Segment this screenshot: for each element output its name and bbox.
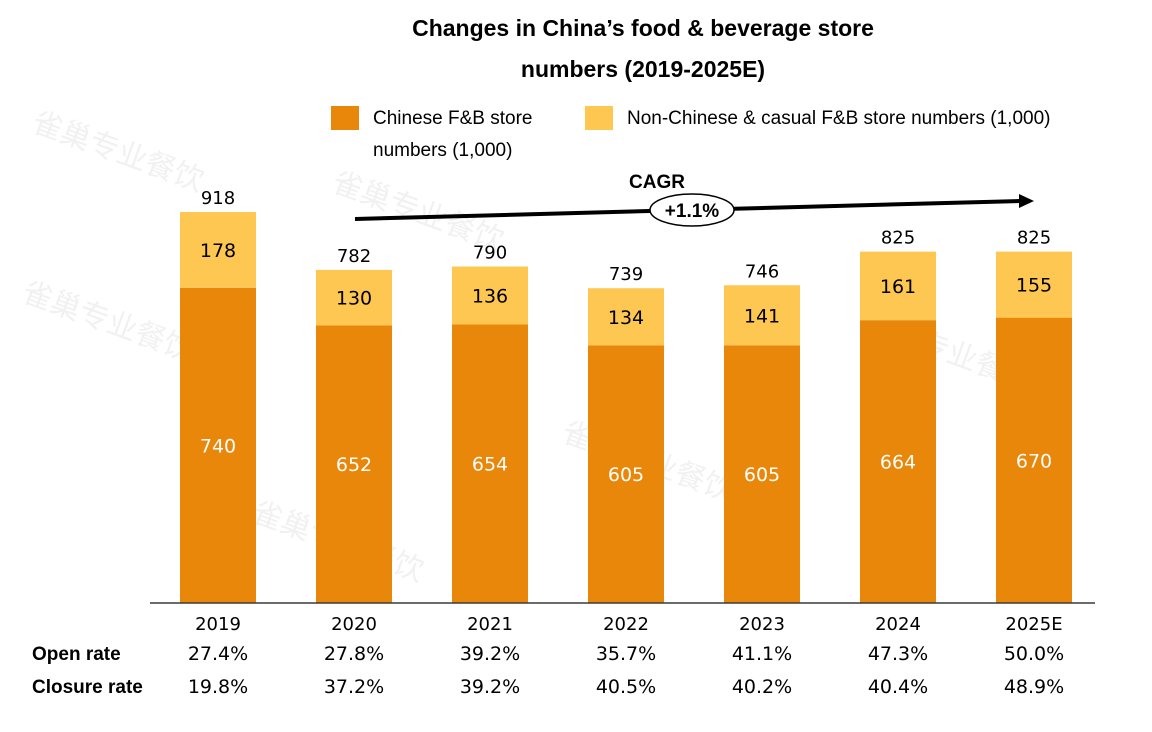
data-label-chinese: 652 xyxy=(336,454,372,476)
bar-chinese-2020 xyxy=(316,325,392,603)
x-tick-label: 2025E xyxy=(1005,614,1062,635)
rate-value: 50.0% xyxy=(1004,643,1064,665)
bar-non-chinese-2023 xyxy=(724,285,800,346)
rate-value: 40.5% xyxy=(596,676,656,698)
bar-non-chinese-2021 xyxy=(452,266,528,325)
data-label-chinese: 664 xyxy=(880,452,916,474)
x-tick-label: 2022 xyxy=(603,614,649,635)
x-tick-label: 2019 xyxy=(195,614,241,635)
rate-value: 48.9% xyxy=(1004,676,1064,698)
cagr-label: CAGR xyxy=(629,172,685,193)
legend-label-chinese-line2: numbers (1,000) xyxy=(373,140,512,161)
cagr-value: +1.1% xyxy=(665,201,720,222)
legend-label-non-chinese: Non-Chinese & casual F&B store numbers (… xyxy=(627,108,1050,129)
total-label: 739 xyxy=(609,264,643,285)
data-label-chinese: 605 xyxy=(608,464,644,486)
data-label-non-chinese: 178 xyxy=(200,240,236,262)
chart-title-line1: Changes in China’s food & beverage store xyxy=(412,15,874,41)
rate-value: 37.2% xyxy=(324,676,384,698)
bar-chinese-2025E xyxy=(996,317,1072,603)
watermark-text: 雀巢专业餐饮 xyxy=(17,275,198,369)
bar-non-chinese-2025E xyxy=(996,251,1072,318)
total-label: 825 xyxy=(881,228,915,249)
legend-swatch-non-chinese xyxy=(585,106,613,130)
cagr-annotation: CAGR +1.1% xyxy=(354,172,1034,227)
x-tick-label: 2023 xyxy=(739,614,785,635)
bar-chinese-2024 xyxy=(860,320,936,603)
x-tick-labels: 2019 2020 2021 2022 2023 2024 2025E xyxy=(195,614,1063,635)
x-tick-label: 2021 xyxy=(467,614,513,635)
rate-value: 19.8% xyxy=(188,676,248,698)
total-label: 790 xyxy=(473,243,507,264)
bars-layer: 740 178 918 652 130 782 654 136 790 605 134 739 605 1… xyxy=(180,188,1072,603)
bar-chinese-2023 xyxy=(724,345,800,603)
rate-value: 35.7% xyxy=(596,643,656,665)
legend-label-chinese-line1: Chinese F&B store xyxy=(373,108,532,129)
bar-non-chinese-2019 xyxy=(180,212,256,288)
x-tick-label: 2024 xyxy=(875,614,921,635)
data-label-non-chinese: 141 xyxy=(744,305,780,327)
data-label-chinese: 670 xyxy=(1016,450,1052,472)
watermark-text: 雀巢专业餐饮 xyxy=(27,105,208,199)
bar-non-chinese-2022 xyxy=(588,288,664,346)
bar-non-chinese-2020 xyxy=(316,269,392,326)
rate-value: 41.1% xyxy=(732,643,792,665)
rate-value: 40.4% xyxy=(868,676,928,698)
rate-row-label: Closure rate xyxy=(32,677,143,698)
rate-value: 39.2% xyxy=(460,676,520,698)
rate-value: 47.3% xyxy=(868,643,928,665)
data-label-chinese: 605 xyxy=(744,464,780,486)
bar-chinese-2021 xyxy=(452,324,528,603)
cagr-value-oval xyxy=(649,193,735,227)
data-label-non-chinese: 134 xyxy=(608,307,644,329)
data-label-non-chinese: 155 xyxy=(1016,275,1052,297)
rate-row-label: Open rate xyxy=(32,644,121,665)
legend-swatch-chinese xyxy=(331,106,359,130)
total-label: 918 xyxy=(201,188,235,209)
total-label: 746 xyxy=(745,261,779,282)
bar-non-chinese-2024 xyxy=(860,251,936,321)
rate-table: Open rate 27.4% 27.8% 39.2% 35.7% 41.1% 47.3% 5… xyxy=(32,643,1064,698)
bar-chinese-2019 xyxy=(180,287,256,603)
rate-value: 27.8% xyxy=(324,643,384,665)
chart-title-line2: numbers (2019-2025E) xyxy=(521,56,765,82)
x-tick-label: 2020 xyxy=(331,614,377,635)
rate-value: 39.2% xyxy=(460,643,520,665)
data-label-chinese: 740 xyxy=(200,435,236,457)
cagr-arrow-head xyxy=(1019,194,1034,208)
data-label-non-chinese: 130 xyxy=(336,288,372,310)
rate-value: 27.4% xyxy=(188,643,248,665)
rate-value: 40.2% xyxy=(732,676,792,698)
data-label-chinese: 654 xyxy=(472,454,508,476)
total-label: 825 xyxy=(1017,228,1051,249)
data-label-non-chinese: 161 xyxy=(880,276,916,298)
bar-chinese-2022 xyxy=(588,345,664,603)
total-label: 782 xyxy=(337,246,371,267)
data-label-non-chinese: 136 xyxy=(472,285,508,307)
